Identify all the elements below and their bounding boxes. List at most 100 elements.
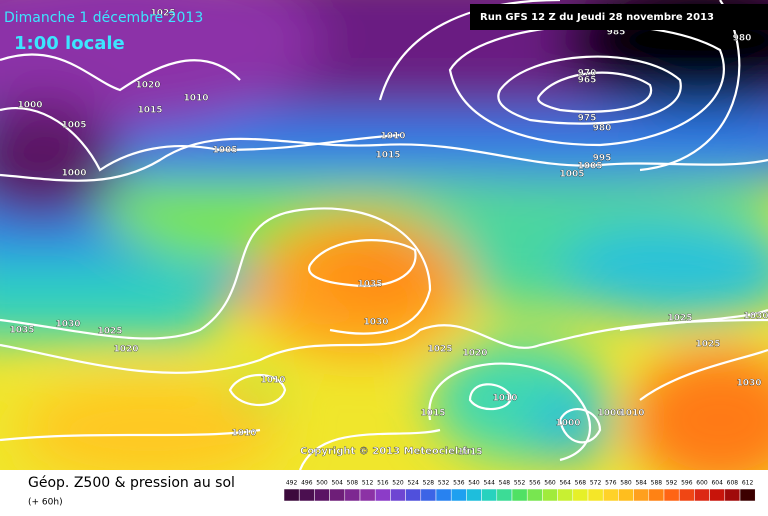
isobar-label: 1025 [695, 340, 720, 350]
isobar-label: 970 [578, 69, 597, 79]
colorbar-swatch [466, 488, 482, 502]
colorbar-swatch [496, 488, 513, 502]
colorbar-swatch [450, 488, 467, 502]
isobar-label: 1015 [457, 448, 482, 458]
colorbar-swatch [526, 488, 543, 502]
isobar-label: 1035 [357, 280, 382, 290]
colorbar-label: 532 [438, 480, 450, 487]
colorbar-label: 508 [347, 480, 359, 487]
isobar-label: 980 [593, 124, 612, 134]
colorbar-label: 552 [514, 480, 526, 487]
colorbar-label: 496 [301, 480, 313, 487]
isobar-label: 995 [593, 154, 612, 164]
isobar-label: 1015 [375, 151, 400, 161]
isobar-label: 1020 [462, 349, 487, 359]
colorbar-label: 524 [407, 480, 419, 487]
colorbar-swatch [678, 488, 695, 502]
isobar-label: 980 [733, 34, 752, 44]
colorbar-swatch [344, 488, 361, 502]
isobar-label: 1035 [9, 326, 34, 336]
isobar-label: 965 [578, 76, 597, 86]
colorbar-swatch [648, 488, 665, 502]
colorbar-label: 568 [575, 480, 587, 487]
colorbar-swatch [602, 488, 619, 502]
colorbar-swatch [435, 488, 452, 502]
colorbar-label: 512 [362, 480, 374, 487]
colorbar-swatch [405, 488, 422, 502]
run-box [470, 4, 768, 30]
isobar-label: 1010 [231, 429, 256, 439]
colorbar-label: 596 [681, 480, 693, 487]
colorbar-label: 556 [529, 480, 541, 487]
isobar-label: 1030 [55, 320, 80, 330]
colorbar-label: 560 [544, 480, 556, 487]
isobar-label: 1010 [619, 409, 644, 419]
colorbar-label: 584 [635, 480, 647, 487]
local-time: 1:00 locale [14, 33, 125, 54]
colorbar-label: 576 [605, 480, 617, 487]
run-info: Run GFS 12 Z du Jeudi 28 novembre 2013 [480, 12, 714, 23]
colorbar-swatch [481, 488, 498, 502]
colorbar: 492 496 500 504 508 512 516 520 524 528 532 536 540 5… [283, 480, 756, 502]
colorbar-swatch [329, 488, 346, 502]
colorbar-label: 504 [331, 480, 343, 487]
colorbar-swatch [557, 488, 574, 502]
isobar-labels: 1025102010151010100010051000100599098598… [9, 3, 768, 458]
footer-title: Géop. Z500 & pression au sol [28, 475, 235, 491]
isobar-label: 1000 [17, 101, 42, 111]
colorbar-label: 604 [711, 480, 723, 487]
isobar-label: 1005 [61, 121, 86, 131]
isobars [0, 0, 768, 470]
colorbar-swatch [374, 488, 391, 502]
colorbar-label: 544 [483, 480, 495, 487]
colorbar-swatch [511, 488, 528, 502]
isobar-label: 1010 [183, 94, 208, 104]
date: Dimanche 1 décembre 2013 [4, 10, 203, 26]
isobar-label: 1010 [492, 394, 517, 404]
colorbar-swatch [314, 488, 330, 502]
isobar-label: 1030 [363, 318, 388, 328]
colorbar-label: 580 [620, 480, 632, 487]
colorbar-label: 500 [316, 480, 328, 487]
colorbar-swatch [390, 488, 406, 502]
colorbar-swatch [283, 488, 300, 502]
isobar-label: 1025 [427, 345, 452, 355]
isobar-label: 1005 [212, 146, 237, 156]
isobar-label: 1015 [137, 106, 162, 116]
colorbar-label: 588 [651, 480, 663, 487]
isobar-label: 1000 [61, 169, 86, 179]
isobar-label: 1010 [380, 132, 405, 142]
colorbar-label: 592 [666, 480, 678, 487]
isobar-label: 975 [578, 114, 597, 124]
colorbar-swatch [359, 488, 376, 502]
forecast-lead: (+ 60h) [28, 498, 63, 508]
colorbar-label: 612 [742, 480, 754, 487]
colorbar-swatch [739, 488, 756, 502]
colorbar-label: 528 [423, 480, 435, 487]
colorbar-label: 520 [392, 480, 404, 487]
colorbar-swatch [587, 488, 604, 502]
colorbar-swatch [633, 488, 650, 502]
isobar-label: 1020 [135, 81, 160, 91]
isobar-label: 1030 [736, 379, 761, 389]
colorbar-swatch [420, 488, 437, 502]
isobar-label: 1025 [667, 314, 692, 324]
map-field: 1025102010151010100010051000100599098598… [0, 0, 768, 470]
isobar-label: 1030 [743, 312, 768, 322]
isobar-label: 1005 [577, 162, 602, 172]
isobar-label: 1025 [150, 9, 175, 19]
colorbar-swatch [694, 488, 710, 502]
colorbar-swatch [709, 488, 726, 502]
colorbar-label: 572 [590, 480, 602, 487]
colorbar-label: 492 [286, 480, 298, 487]
isobar-label: 1000 [597, 409, 622, 419]
colorbar-label: 540 [468, 480, 480, 487]
colorbar-label: 516 [377, 480, 389, 487]
colorbar-label: 548 [499, 480, 511, 487]
colorbar-label: 536 [453, 480, 465, 487]
isobar-label: 1000 [555, 419, 580, 429]
colorbar-swatch [298, 488, 315, 502]
isobar-label: 1015 [420, 409, 445, 419]
colorbar-swatch [618, 488, 634, 502]
